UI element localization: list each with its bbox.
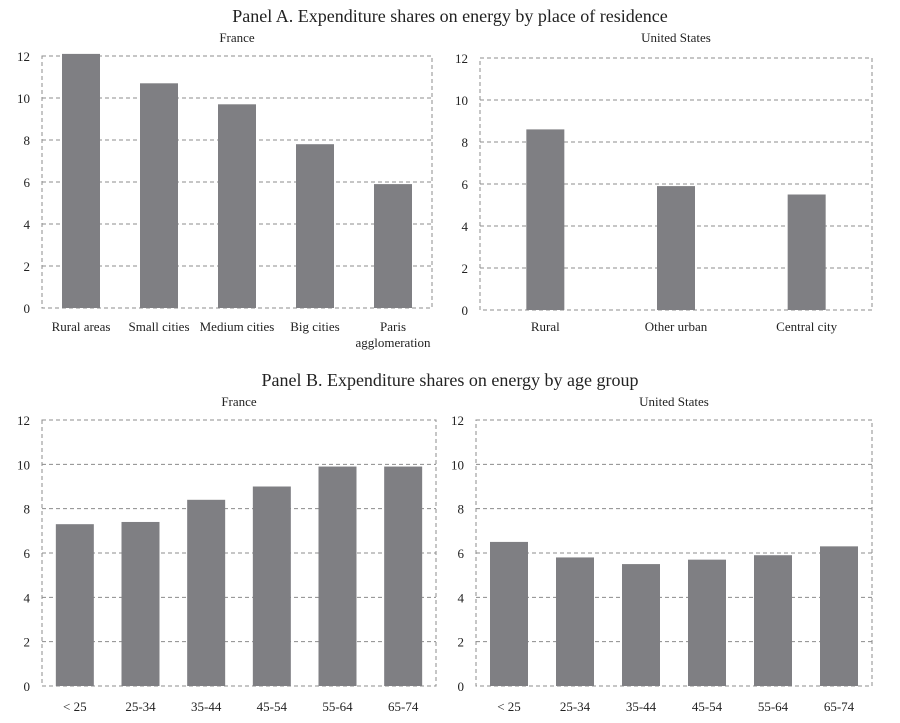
y-tick-label: 4 bbox=[458, 590, 465, 605]
bar bbox=[688, 559, 726, 686]
y-tick-label: 6 bbox=[458, 546, 465, 561]
y-tick-label: 4 bbox=[24, 590, 31, 605]
chart-title: United States bbox=[641, 30, 711, 45]
y-tick-label: 2 bbox=[458, 635, 465, 650]
bar bbox=[754, 555, 792, 686]
x-tick-label: Small cities bbox=[128, 319, 189, 334]
bar bbox=[787, 194, 826, 310]
bar bbox=[62, 53, 100, 309]
x-tick-label: 45-54 bbox=[257, 699, 288, 714]
y-tick-label: 2 bbox=[24, 635, 31, 650]
bar bbox=[384, 466, 423, 686]
y-tick-label: 10 bbox=[17, 91, 30, 106]
chart-title: France bbox=[221, 394, 257, 409]
bar bbox=[622, 564, 660, 686]
y-tick-label: 10 bbox=[455, 93, 468, 108]
panel-b-title: Panel B. Expenditure shares on energy by… bbox=[261, 370, 639, 390]
chart-2: United States 0 2 4 6 8 10 12 Rural Other urban Ce… bbox=[455, 30, 873, 334]
bar bbox=[318, 466, 357, 686]
x-tick-label: Paris agglomeration bbox=[355, 319, 431, 350]
y-tick-label: 8 bbox=[462, 135, 469, 150]
chart-3: France 0 2 4 6 8 10 12 < 25 25-34 35-44 45-54 55-64 6… bbox=[17, 394, 437, 714]
y-tick-label: 10 bbox=[17, 457, 30, 472]
y-tick-label: 8 bbox=[24, 133, 31, 148]
chart-title: United States bbox=[639, 394, 709, 409]
x-tick-label: Central city bbox=[776, 319, 838, 334]
bar bbox=[252, 486, 291, 686]
y-tick-label: 0 bbox=[24, 679, 31, 694]
x-tick-label: 35-44 bbox=[626, 699, 657, 714]
y-tick-label: 12 bbox=[17, 413, 30, 428]
panel-a-title: Panel A. Expenditure shares on energy by… bbox=[232, 6, 668, 26]
bar bbox=[820, 546, 858, 686]
y-tick-label: 2 bbox=[462, 261, 469, 276]
y-tick-label: 4 bbox=[24, 217, 31, 232]
x-tick-label: 25-34 bbox=[560, 699, 591, 714]
y-tick-label: 0 bbox=[462, 303, 469, 318]
bar bbox=[187, 499, 226, 686]
x-tick-label: 65-74 bbox=[824, 699, 855, 714]
x-tick-label: 25-34 bbox=[125, 699, 156, 714]
bar bbox=[657, 186, 695, 310]
bar bbox=[140, 83, 178, 308]
x-tick-label: Big cities bbox=[290, 319, 339, 334]
x-tick-label: Rural bbox=[531, 319, 560, 334]
y-tick-label: 0 bbox=[458, 679, 465, 694]
bar bbox=[296, 144, 334, 308]
y-tick-label: 10 bbox=[451, 457, 464, 472]
chart-1: France 0 2 4 6 8 10 12 Rural areas Small cities Me… bbox=[17, 30, 433, 350]
x-tick-label: 35-44 bbox=[191, 699, 222, 714]
x-tick-label: < 25 bbox=[497, 699, 521, 714]
bar bbox=[218, 104, 256, 308]
bar bbox=[374, 184, 412, 308]
y-tick-label: 6 bbox=[24, 546, 31, 561]
x-tick-label: 55-64 bbox=[758, 699, 789, 714]
y-tick-label: 8 bbox=[24, 502, 31, 517]
chart-title: France bbox=[219, 30, 255, 45]
y-tick-label: 8 bbox=[458, 502, 465, 517]
x-tick-label: Other urban bbox=[645, 319, 708, 334]
y-tick-label: 12 bbox=[455, 51, 468, 66]
bar bbox=[556, 557, 594, 686]
bar bbox=[490, 541, 528, 686]
x-tick-label: 45-54 bbox=[692, 699, 723, 714]
bar bbox=[121, 521, 160, 686]
x-tick-label: 65-74 bbox=[388, 699, 419, 714]
y-tick-label: 6 bbox=[24, 175, 31, 190]
x-tick-label: Medium cities bbox=[200, 319, 275, 334]
y-tick-label: 12 bbox=[17, 49, 30, 64]
y-tick-label: 2 bbox=[24, 259, 31, 274]
bar bbox=[526, 129, 565, 310]
y-tick-label: 0 bbox=[24, 301, 31, 316]
bar bbox=[55, 524, 94, 686]
x-tick-label: 55-64 bbox=[322, 699, 353, 714]
y-tick-label: 6 bbox=[462, 177, 469, 192]
chart-4: United States 0 2 4 6 8 10 12 < 25 25-34 35-44 45-5… bbox=[451, 394, 873, 714]
y-tick-label: 12 bbox=[451, 413, 464, 428]
x-tick-label: < 25 bbox=[63, 699, 87, 714]
x-tick-label: Rural areas bbox=[52, 319, 111, 334]
y-tick-label: 4 bbox=[462, 219, 469, 234]
